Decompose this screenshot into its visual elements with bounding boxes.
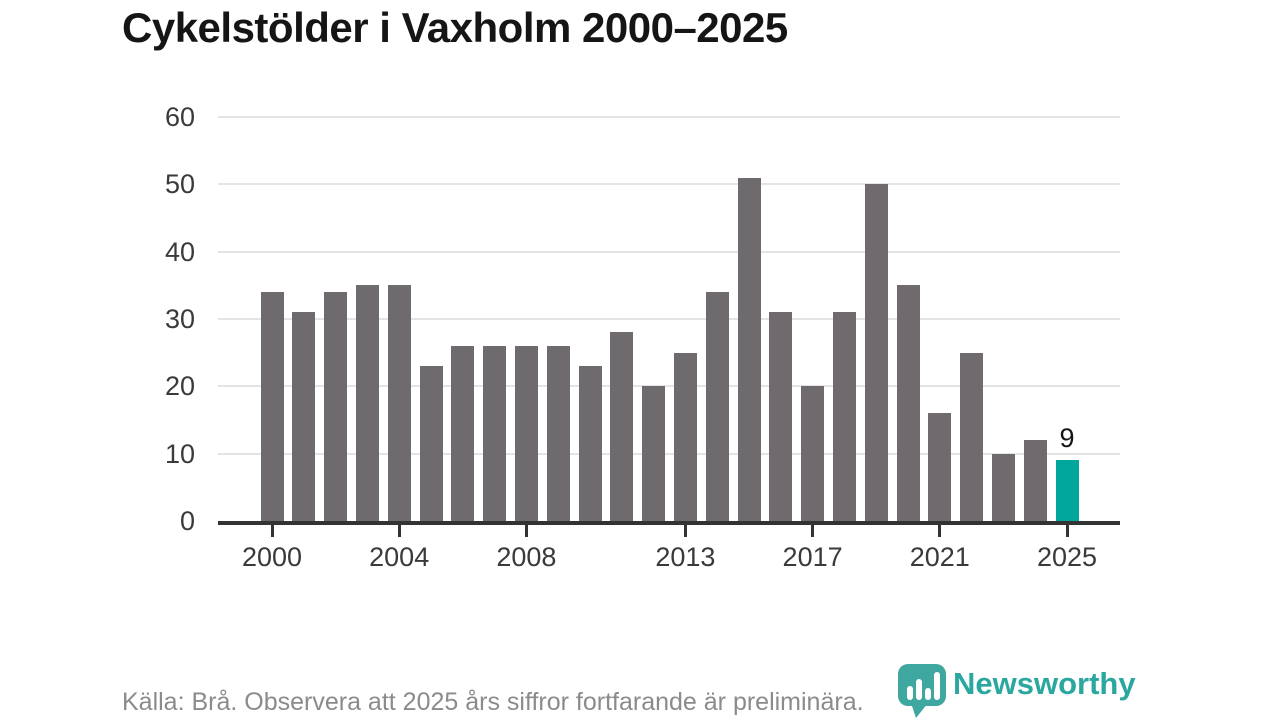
x-axis-label-2000: 2000 xyxy=(241,542,303,572)
bar-2016 xyxy=(769,312,793,521)
x-axis-label-2013: 2013 xyxy=(655,542,716,572)
chart-title: Cykelstölder i Vaxholm 2000–2025 xyxy=(122,4,788,51)
bar-2003 xyxy=(355,285,379,521)
y-axis-label-10: 10 xyxy=(164,438,195,469)
x-tick-2004 xyxy=(397,525,401,537)
newsworthy-bubble-chart-icon xyxy=(898,664,946,718)
bar-2012 xyxy=(642,386,666,521)
x-tick-2025 xyxy=(1065,525,1069,537)
bar-2018 xyxy=(832,312,856,521)
bar-2005 xyxy=(419,366,443,521)
gridline-10 xyxy=(218,452,1120,455)
x-tick-2013 xyxy=(683,525,687,537)
bar-2024 xyxy=(1023,440,1047,521)
bar-2000 xyxy=(260,292,284,521)
y-axis-label-20: 20 xyxy=(164,371,195,402)
bar-2006 xyxy=(451,345,475,521)
x-tick-2017 xyxy=(811,525,815,537)
bar-2013 xyxy=(673,352,697,521)
gridline-40 xyxy=(218,250,1120,253)
y-axis-label-50: 50 xyxy=(164,169,195,200)
gridline-30 xyxy=(218,318,1120,320)
bar-2011 xyxy=(610,332,634,521)
bar-2002 xyxy=(324,292,348,521)
bar-2008 xyxy=(514,345,538,521)
y-axis-label-0: 0 xyxy=(179,506,195,536)
y-axis-label-60: 60 xyxy=(164,102,195,132)
gridline-60 xyxy=(218,116,1120,118)
x-tick-2000 xyxy=(270,525,274,537)
x-axis-label-2025: 2025 xyxy=(1036,542,1098,572)
highlight-value-label: 9 xyxy=(1059,423,1075,453)
bar-2001 xyxy=(292,312,316,521)
bar-2007 xyxy=(483,345,507,521)
gridline-20 xyxy=(218,385,1120,388)
y-axis-label-40: 40 xyxy=(164,236,195,267)
x-axis-label-2021: 2021 xyxy=(909,542,970,572)
bar-2017 xyxy=(801,386,825,521)
bar-2009 xyxy=(546,345,570,521)
bar-2022 xyxy=(960,352,984,521)
x-axis-label-2008: 2008 xyxy=(496,542,557,572)
bar-2015 xyxy=(737,177,761,521)
x-axis-line xyxy=(218,521,1120,525)
x-axis-label-2004: 2004 xyxy=(369,542,430,572)
newsworthy-wordmark: Newsworthy xyxy=(953,666,1136,701)
gridline-50 xyxy=(218,183,1120,186)
source-note: Källa: Brå. Observera att 2025 års siffr… xyxy=(122,688,864,716)
x-axis-label-2017: 2017 xyxy=(782,542,843,572)
bar-2025 xyxy=(1055,460,1079,521)
bar-2023 xyxy=(991,453,1015,521)
bar-2004 xyxy=(387,285,411,521)
bar-2020 xyxy=(896,285,920,521)
y-axis-label-30: 30 xyxy=(164,304,195,334)
x-tick-2008 xyxy=(524,525,528,537)
bar-2019 xyxy=(864,184,888,521)
newsworthy-logo: Newsworthy xyxy=(898,664,1136,718)
bar-2014 xyxy=(705,292,729,521)
bar-2021 xyxy=(928,413,952,521)
x-tick-2021 xyxy=(938,525,942,537)
bar-2010 xyxy=(578,366,602,521)
